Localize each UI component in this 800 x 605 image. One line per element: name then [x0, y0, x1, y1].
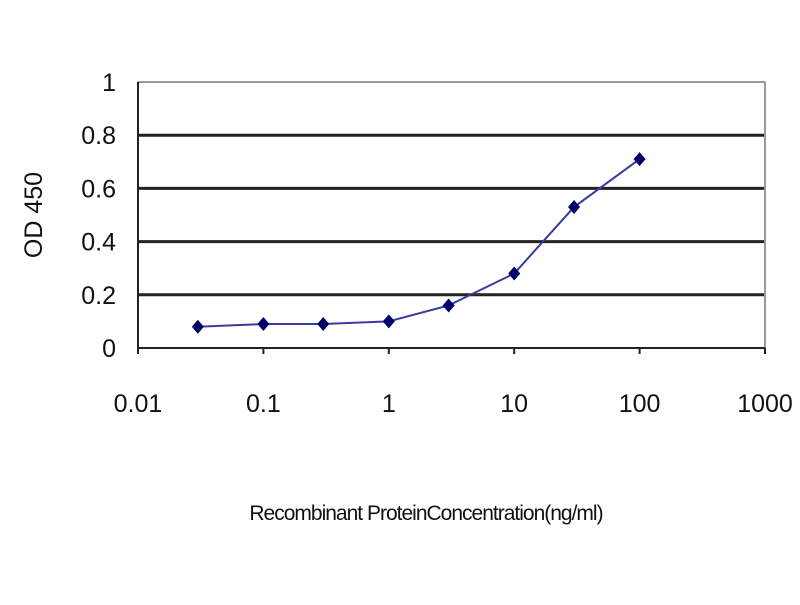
series — [191, 152, 646, 334]
data-point — [568, 200, 581, 215]
axes — [137, 82, 766, 354]
x-tick-label: 100 — [619, 390, 661, 418]
data-point — [442, 298, 455, 313]
x-tick-label: 0.01 — [114, 390, 163, 418]
data-point — [382, 314, 395, 329]
y-tick-label: 0.4 — [81, 229, 116, 257]
y-tick-label: 0.8 — [81, 122, 116, 150]
series-line — [197, 158, 641, 328]
tick-labels: 0 0.2 0.4 0.6 0.8 1 0.01 0.1 1 10 100 1000 — [81, 69, 793, 418]
data-point — [191, 319, 204, 334]
y-tick-label: 0.2 — [81, 282, 116, 310]
data-point — [257, 317, 270, 332]
data-point — [317, 317, 330, 332]
grid-lines — [138, 81, 765, 297]
y-tick-label: 0 — [102, 335, 116, 363]
x-tick-label: 1000 — [737, 390, 793, 418]
y-tick-label: 1 — [102, 69, 116, 97]
x-tick-label: 1 — [382, 390, 396, 418]
x-axis-label: Recombinant ProteinConcentration(ng/ml) — [249, 502, 602, 525]
data-point — [508, 266, 521, 281]
x-tick-label: 10 — [500, 390, 528, 418]
data-point — [633, 152, 646, 167]
x-tick-label: 0.1 — [246, 390, 281, 418]
y-axis-label: OD 450 — [20, 172, 48, 258]
y-tick-label: 0.6 — [81, 175, 116, 203]
